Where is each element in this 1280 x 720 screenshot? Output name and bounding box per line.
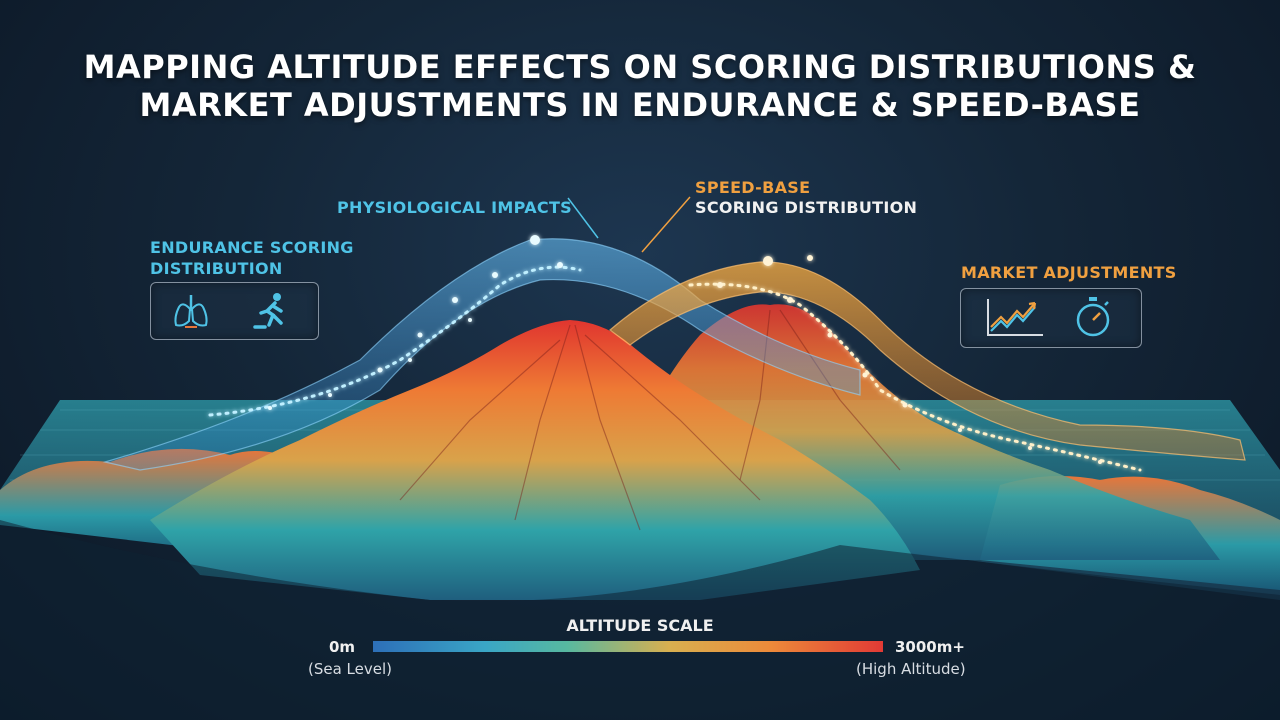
physiological-label: PHYSIOLOGICAL IMPACTS <box>337 198 572 217</box>
altitude-max-label: 3000m+ <box>895 638 965 656</box>
foreground-plane <box>0 520 1280 720</box>
page-title-line2: MARKET ADJUSTMENTS IN ENDURANCE & SPEED-… <box>139 86 1141 124</box>
stopwatch-icon <box>1076 297 1110 337</box>
altitude-scale-title: ALTITUDE SCALE <box>566 616 714 635</box>
endurance-icon-panel <box>150 282 319 340</box>
runner-icon <box>253 293 283 329</box>
endurance-particle-curve <box>208 265 582 417</box>
altitude-min-sub: (Sea Level) <box>308 660 393 678</box>
endurance-label-line1: ENDURANCE SCORING <box>150 238 354 257</box>
physiological-callout-line <box>567 197 599 239</box>
market-icon-panel <box>960 288 1142 348</box>
endurance-particles <box>268 235 563 410</box>
main-peak <box>150 320 920 600</box>
speed-label-line1: SPEED-BASE <box>695 178 811 197</box>
lungs-icon <box>174 295 208 328</box>
altitude-min-label: 0m <box>329 638 356 656</box>
speed-band <box>609 261 1246 461</box>
market-label: MARKET ADJUSTMENTS <box>961 263 1177 282</box>
speed-callout-line <box>641 196 691 253</box>
ridge-lines <box>399 309 901 531</box>
speed-label-line2: SCORING DISTRIBUTION <box>695 198 918 217</box>
speed-particle-curve <box>688 282 1142 472</box>
endurance-label-line2: DISTRIBUTION <box>150 259 283 278</box>
altitude-scale-bar <box>373 641 883 652</box>
page-title-line1: MAPPING ALTITUDE EFFECTS ON SCORING DIST… <box>83 48 1197 86</box>
speed-particles <box>717 255 1102 464</box>
trend-chart-icon <box>987 299 1043 336</box>
altitude-max-sub: (High Altitude) <box>856 660 966 678</box>
